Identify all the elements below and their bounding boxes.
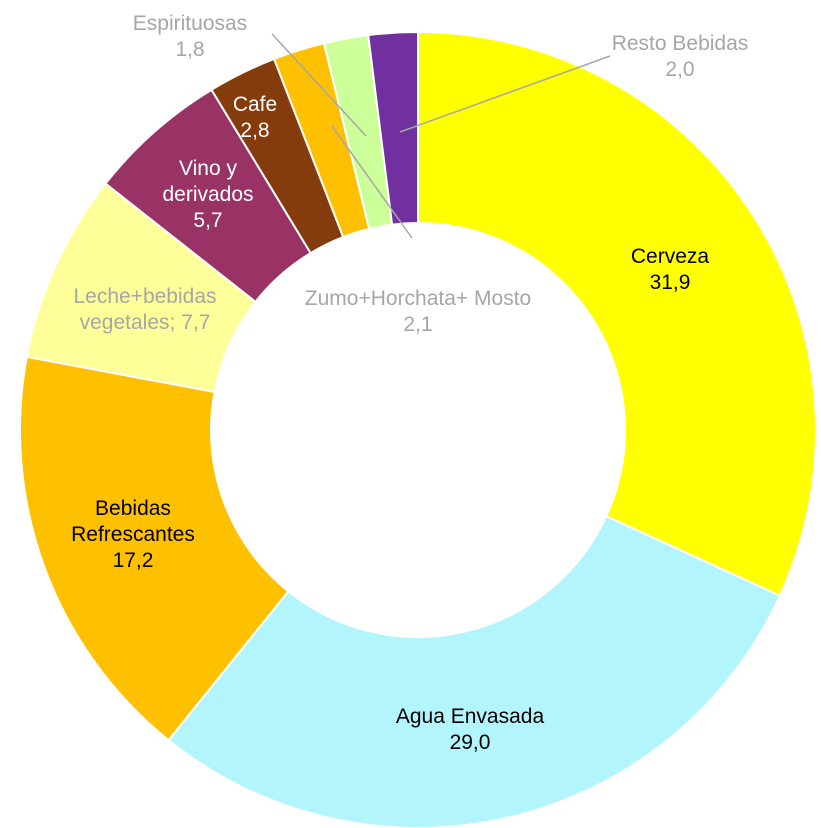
value-label: 2,1 — [403, 313, 433, 336]
category-label: Cerveza — [630, 245, 710, 268]
category-label: Resto Bebidas — [611, 32, 749, 55]
data-label: Bebidas Refrescantes 17,2 — [43, 496, 223, 574]
slice — [167, 514, 782, 828]
category-label: Cafe — [232, 93, 278, 116]
value-label: 5,7 — [193, 209, 223, 232]
slice — [19, 355, 290, 742]
leader-lines — [271, 33, 611, 239]
category-label: Bebidas Refrescantes — [71, 497, 195, 546]
value-label: 7,7 — [181, 311, 211, 334]
data-label: Cerveza 31,9 — [610, 244, 730, 296]
category-label: Espirituosas — [132, 12, 248, 35]
value-label: 17,2 — [112, 549, 154, 572]
value-label: 31,9 — [649, 271, 691, 294]
slices — [19, 30, 817, 828]
slice — [417, 30, 817, 598]
data-label: Cafe 2,8 — [225, 92, 285, 144]
leader-line — [331, 125, 413, 239]
slice — [367, 30, 419, 226]
data-label: Agua Envasada 29,0 — [350, 704, 590, 756]
value-label: 2,8 — [240, 119, 270, 142]
category-label: Vino y derivados — [162, 157, 254, 206]
value-label: 29,0 — [449, 731, 491, 754]
data-label: Vino y derivados 5,7 — [143, 156, 273, 234]
category-label: Zumo+Horchata+ Mosto — [304, 287, 532, 310]
data-label: Espirituosas 1,8 — [115, 11, 265, 63]
leader-line — [399, 55, 611, 133]
data-label: Zumo+Horchata+ Mosto 2,1 — [298, 286, 538, 338]
data-label: Leche+bebidas vegetales; 7,7 — [35, 284, 255, 336]
leader-line — [271, 33, 367, 137]
category-label: Agua Envasada — [395, 705, 545, 728]
category-label: Leche+bebidas vegetales; — [73, 285, 217, 334]
data-label: Resto Bebidas 2,0 — [595, 31, 765, 83]
value-label: 2,0 — [665, 58, 695, 81]
value-label: 1,8 — [175, 38, 205, 61]
